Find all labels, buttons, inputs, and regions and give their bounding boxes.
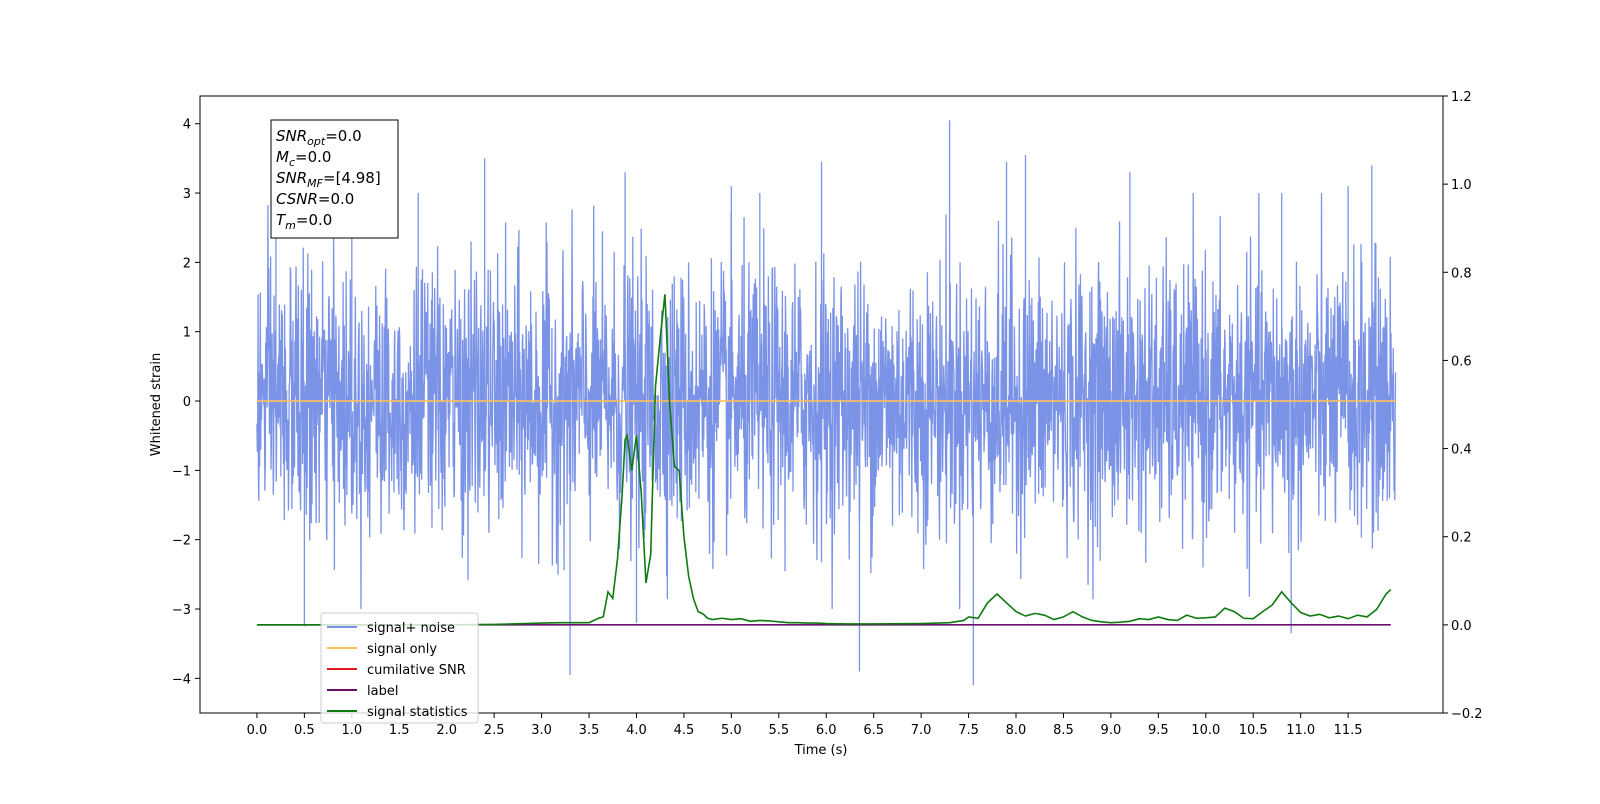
x-tick-label: 0.5: [294, 723, 315, 738]
y-axis-right: 1.2 1.0 0.8 0.6 0.4 0.2 0.0 −0.2: [1443, 90, 1483, 722]
x-tick-label: 1.0: [341, 723, 362, 738]
y-tick-label: −4: [172, 672, 191, 687]
y-tick-label: −1: [172, 464, 191, 479]
x-tick-label: 11.0: [1286, 723, 1315, 738]
info-line-value: =0.0: [296, 211, 332, 229]
info-line: CSNR=0.0: [276, 190, 354, 208]
x-axis-label: Time (s): [794, 743, 848, 758]
legend-items: signal+ noise signal only cumilative SNR la…: [327, 621, 468, 720]
legend-label: signal statistics: [367, 705, 468, 720]
x-tick-label: 2.0: [436, 723, 457, 738]
y-axis-label: Whitened strain: [149, 353, 164, 456]
x-tick-label: 6.5: [863, 723, 884, 738]
legend-label: label: [367, 684, 398, 699]
y-tick-label: 3: [183, 187, 191, 202]
x-tick-label: 7.0: [911, 723, 932, 738]
y2-tick-label: 1.0: [1451, 178, 1472, 193]
info-line: Mc=0.0: [276, 148, 331, 169]
x-tick-label: 8.5: [1053, 723, 1074, 738]
x-tick-label: 9.0: [1101, 723, 1122, 738]
info-box-lines: SNRopt=0.0Mc=0.0SNRMF=[4.98]CSNR=0.0Tm=0…: [276, 127, 381, 232]
x-tick-label: 1.5: [389, 723, 410, 738]
noise-series: [256, 120, 1397, 686]
info-line-label: CSNR: [276, 190, 318, 208]
y2-tick-label: −0.2: [1451, 707, 1483, 722]
x-tick-label: 4.5: [674, 723, 695, 738]
x-tick-label: 9.5: [1148, 723, 1169, 738]
info-line-value: =0.0: [325, 127, 361, 145]
y-tick-label: 0: [183, 395, 191, 410]
y-tick-label: −2: [172, 534, 191, 549]
x-tick-label: 10.0: [1191, 723, 1220, 738]
x-tick-label: 5.5: [768, 723, 789, 738]
info-line-label: SNR: [276, 127, 307, 145]
info-line: SNRMF=[4.98]: [276, 169, 381, 190]
info-box: SNRopt=0.0Mc=0.0SNRMF=[4.98]CSNR=0.0Tm=0…: [270, 119, 399, 239]
x-tick-label: 0.0: [247, 723, 268, 738]
y2-tick-label: 0.0: [1451, 619, 1472, 634]
info-box-frame: [270, 119, 399, 239]
y-tick-label: 2: [183, 256, 191, 271]
x-tick-label: 4.0: [626, 723, 647, 738]
info-line-subscript: c: [289, 156, 295, 169]
y2-tick-label: 0.4: [1451, 443, 1472, 458]
legend: signal+ noise signal only cumilative SNR la…: [320, 612, 479, 724]
info-line-value: =[4.98]: [323, 169, 381, 187]
y2-tick-label: 0.6: [1451, 354, 1472, 369]
info-line-label: M: [276, 148, 289, 166]
x-tick-label: 8.0: [1006, 723, 1027, 738]
legend-label: cumilative SNR: [367, 663, 466, 678]
y2-tick-label: 0.8: [1451, 266, 1472, 281]
info-line: SNRopt=0.0: [276, 127, 362, 148]
info-line-label: T: [276, 211, 287, 229]
noise-peaks: [275, 120, 1373, 686]
y-tick-label: −3: [172, 603, 191, 618]
y2-tick-label: 1.2: [1451, 90, 1472, 105]
series-line-signal-statistics: [256, 294, 1392, 626]
x-tick-label: 5.0: [721, 723, 742, 738]
y-axis-left: 4 3 2 1 0 −1 −2 −3 −4: [172, 118, 200, 687]
x-tick-label: 3.0: [531, 723, 552, 738]
x-axis: 0.0 0.5 1.0 1.5 2.0 2.5 3.0 3.5 4.0 4.5 5.0 5.5 6.0 6…: [247, 713, 1363, 738]
info-line-value: =0.0: [295, 148, 331, 166]
info-line-label: SNR: [276, 169, 307, 187]
info-line-subscript: m: [285, 219, 296, 232]
y-tick-label: 1: [183, 326, 191, 341]
info-line-subscript: opt: [307, 135, 326, 148]
legend-label: signal+ noise: [367, 621, 455, 636]
x-tick-label: 7.5: [958, 723, 979, 738]
x-tick-label: 10.5: [1239, 723, 1268, 738]
x-tick-label: 3.5: [579, 723, 600, 738]
y2-tick-label: 0.2: [1451, 531, 1472, 546]
y-tick-label: 4: [183, 118, 191, 133]
info-line-value: =0.0: [318, 190, 354, 208]
legend-frame: [320, 612, 479, 724]
x-tick-label: 2.5: [484, 723, 505, 738]
plot-frame: [199, 95, 1444, 714]
series-line-signal-noise: [256, 193, 1397, 610]
info-line-subscript: MF: [307, 177, 323, 190]
info-line: Tm=0.0: [276, 211, 332, 232]
x-tick-label: 11.5: [1334, 723, 1363, 738]
legend-label: signal only: [367, 642, 437, 657]
x-tick-label: 6.0: [816, 723, 837, 738]
